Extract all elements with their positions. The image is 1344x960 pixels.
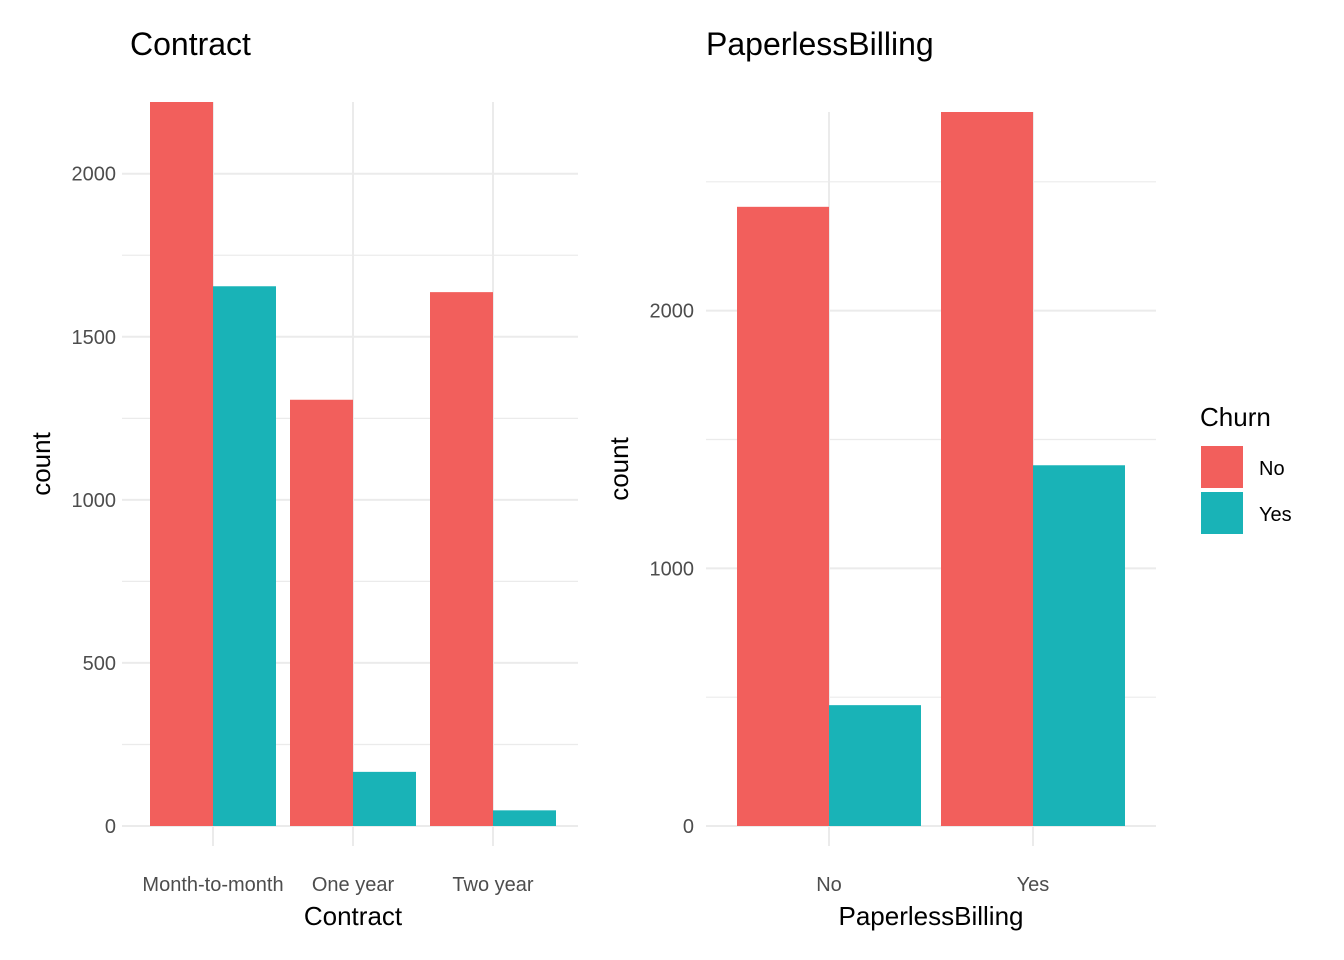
- y-tick-label: 0: [105, 816, 116, 838]
- bar-no-yes: [829, 705, 921, 826]
- bar-one-year-no: [290, 399, 353, 826]
- contract-panel: 0 500 1000 1500 2000 Month-to-month One year Tw…: [26, 26, 578, 931]
- x-tick-label: Yes: [1017, 874, 1050, 896]
- y-tick-label: 2000: [72, 164, 117, 186]
- y-tick-label: 1500: [72, 327, 117, 349]
- legend: Churn No Yes: [1200, 402, 1292, 534]
- y-tick-label: 500: [83, 653, 116, 675]
- legend-label-yes: Yes: [1259, 504, 1292, 526]
- y-axis-title: count: [26, 431, 56, 495]
- legend-title: Churn: [1200, 402, 1271, 432]
- x-tick-label: No: [816, 874, 842, 896]
- chart-title: Contract: [130, 26, 251, 62]
- x-tick-label: Two year: [452, 874, 533, 896]
- bar-month-to-month-no: [150, 102, 213, 826]
- legend-swatch-yes: [1201, 492, 1243, 534]
- bar-yes-yes: [1033, 465, 1125, 826]
- y-tick-label: 1000: [72, 490, 117, 512]
- paperless-billing-panel: 0 1000 2000 No Yes PaperlessBilling PaperlessB…: [604, 26, 1156, 931]
- bar-yes-no: [941, 112, 1033, 826]
- bar-one-year-yes: [353, 771, 416, 826]
- bar-two-year-yes: [493, 810, 556, 826]
- bar-no-no: [737, 206, 829, 826]
- chart-title: PaperlessBilling: [706, 26, 934, 62]
- bar-two-year-no: [430, 292, 493, 826]
- bar-month-to-month-yes: [213, 286, 276, 827]
- y-tick-label: 1000: [650, 558, 695, 580]
- y-tick-label: 2000: [650, 301, 695, 323]
- x-axis-title: PaperlessBilling: [839, 901, 1024, 931]
- legend-label-no: No: [1259, 458, 1285, 480]
- x-tick-label: Month-to-month: [142, 874, 283, 896]
- x-tick-label: One year: [312, 874, 395, 896]
- x-axis-title: Contract: [304, 901, 403, 931]
- y-tick-label: 0: [683, 816, 694, 838]
- legend-swatch-no: [1201, 446, 1243, 488]
- y-axis-title: count: [604, 436, 634, 500]
